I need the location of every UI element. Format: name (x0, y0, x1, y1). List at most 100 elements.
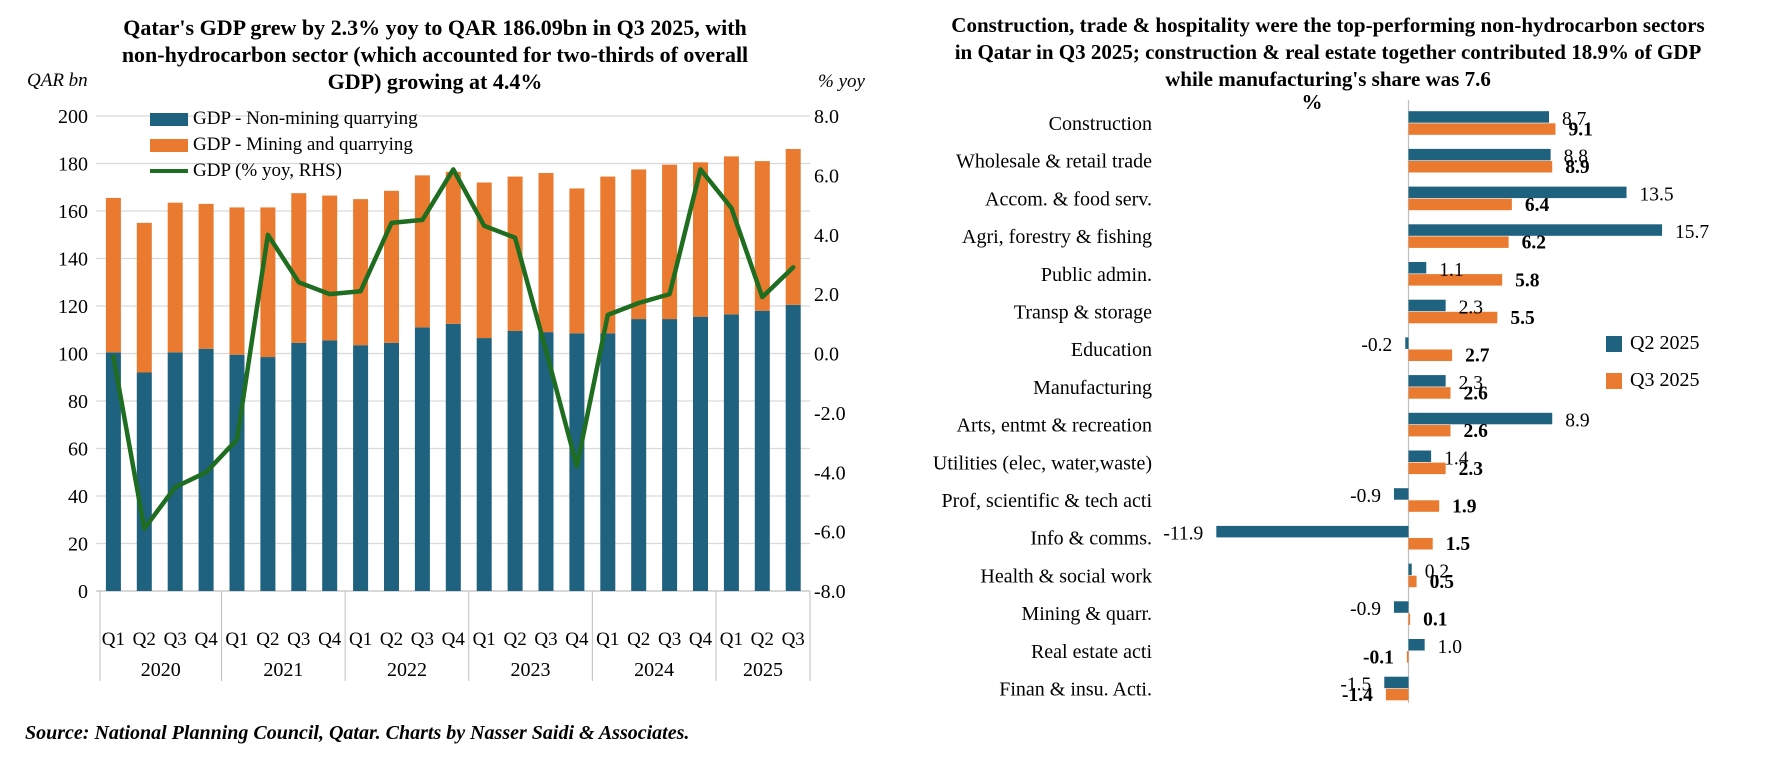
left-axis-tick-labels: 0 20 40 60 80 100 120 140 160 180 200 (58, 106, 88, 603)
bar-non-mining (693, 316, 708, 591)
right-axis-tick: 2.0 (814, 284, 839, 306)
bar-mining (785, 149, 801, 305)
bar-mining (167, 202, 183, 353)
stacked-bars (105, 149, 801, 591)
quarter-label: Q1 (473, 629, 496, 650)
quarter-label: Q3 (658, 629, 681, 650)
data-label-q3-2025: -0.1 (1363, 647, 1394, 668)
data-label-q2-2025: -0.9 (1350, 599, 1381, 620)
quarter-label: Q2 (751, 629, 774, 650)
bar-q3-2025 (1406, 651, 1409, 663)
bar-mining (723, 156, 739, 315)
bar-mining (291, 193, 307, 343)
legend-label: GDP - Non-mining quarrying (193, 108, 418, 129)
bar-non-mining (353, 345, 369, 591)
quarter-label: Q3 (411, 629, 434, 650)
percent-axis-title: % (1301, 90, 1323, 114)
right-axis-tick: 8.0 (814, 106, 839, 128)
data-label-q2-2025: 15.7 (1675, 222, 1709, 243)
bar-q3-2025 (1408, 387, 1451, 399)
left-axis-tick: 160 (58, 201, 88, 223)
data-label-q3-2025: 9.1 (1568, 120, 1592, 141)
bar-q3-2025 (1408, 236, 1509, 248)
left-axis-tick: 20 (68, 534, 88, 556)
left-chart-title: Qatar's GDP grew by 2.3% yoy to QAR 186.… (80, 14, 790, 95)
data-label-q2-2025: -0.2 (1361, 335, 1392, 356)
bar-non-mining (662, 319, 678, 591)
category-label: Public admin. (1041, 264, 1152, 286)
year-label: 2020 (141, 659, 181, 681)
quarter-label: Q2 (503, 629, 526, 650)
bar-q2-2025 (1393, 601, 1409, 613)
category-label: Real estate acti (1031, 641, 1152, 663)
data-label-q2-2025: 1.1 (1439, 260, 1463, 281)
yoy-line-series (111, 167, 796, 531)
right-axis-title: % yoy (818, 71, 865, 92)
bar-non-mining (260, 357, 276, 591)
quarter-label: Q3 (782, 629, 805, 650)
bar-q2-2025 (1408, 375, 1446, 387)
legend-label: GDP - Mining and quarrying (193, 134, 413, 155)
data-label-q3-2025: 1.9 (1452, 497, 1477, 518)
quarter-label: Q1 (720, 629, 743, 650)
left-axis-tick: 180 (58, 154, 88, 176)
right-axis-tick: 6.0 (814, 165, 839, 187)
bar-q3-2025 (1408, 575, 1417, 588)
left-chart-title-line: non-hydrocarbon sector (which accounted … (121, 42, 749, 67)
left-axis-tick: 40 (68, 486, 88, 508)
bar-q2-2025 (1405, 337, 1409, 349)
right-axis-tick: -8.0 (814, 581, 846, 603)
bar-non-mining (538, 332, 554, 591)
yoy-line-swatch (150, 169, 188, 173)
quarter-label: Q3 (287, 629, 310, 650)
legend-item-yoy-line: GDP (% yoy, RHS) (150, 160, 418, 181)
data-label-q2-2025: -11.9 (1163, 524, 1203, 545)
quarter-label: Q2 (380, 629, 403, 650)
quarter-label: Q1 (225, 629, 248, 650)
bar-q3-2025 (1408, 274, 1503, 286)
bar-q2-2025 (1384, 676, 1409, 689)
sector-rows: Construction 8.79.1 Wholesale & retail tra… (933, 109, 1710, 706)
bar-non-mining (136, 372, 152, 591)
data-label-q3-2025: 5.5 (1510, 308, 1535, 329)
category-label: Wholesale & retail trade (956, 151, 1152, 173)
data-label-q3-2025: 5.8 (1515, 270, 1540, 291)
right-axis-tick-labels: 8.0 6.0 4.0 2.0 0.0 -2.0 -4.0 -6.0 -8.0 (814, 106, 846, 603)
bar-q3-2025 (1408, 198, 1512, 211)
quarter-label: Q1 (349, 629, 372, 650)
data-label-q3-2025: 2.3 (1459, 459, 1484, 480)
data-label-q2-2025: -0.9 (1350, 486, 1381, 507)
category-label: Construction (1049, 113, 1152, 135)
right-axis-tick: -4.0 (814, 462, 846, 484)
q2-2025-swatch (1606, 335, 1622, 352)
bar-non-mining (723, 314, 739, 591)
bar-q3-2025 (1408, 123, 1556, 135)
bar-non-mining (476, 338, 492, 591)
right-chart-title-line: in Qatar in Q3 2025; construction & real… (954, 40, 1702, 64)
bar-mining (476, 182, 492, 339)
bar-q3-2025 (1385, 688, 1409, 701)
year-label: 2021 (263, 659, 303, 681)
right-axis-tick: 0.0 (814, 344, 839, 366)
quarter-label: Q2 (627, 629, 650, 650)
category-label: Education (1071, 339, 1152, 361)
right-axis-tick: -2.0 (814, 403, 846, 425)
bar-q3-2025 (1408, 311, 1498, 324)
data-label-q3-2025: 2.6 (1463, 383, 1488, 404)
left-axis-tick: 0 (78, 581, 88, 603)
bar-q2-2025 (1408, 412, 1553, 425)
data-label-q2-2025: 0.2 (1425, 561, 1449, 582)
bar-non-mining (105, 352, 121, 591)
data-label-q3-2025: 1.5 (1446, 534, 1471, 555)
bar-mining (538, 173, 554, 333)
right-chart-title-line: while manufacturing's share was 7.6 (1165, 67, 1491, 91)
bar-mining (507, 176, 523, 331)
data-label-q2-2025: 1.4 (1444, 448, 1469, 469)
bar-non-mining (291, 342, 307, 591)
bar-non-mining (167, 352, 183, 591)
data-label-q2-2025: 2.3 (1459, 298, 1483, 319)
category-label: Health & social work (980, 565, 1152, 587)
bar-q2-2025 (1408, 563, 1412, 576)
category-label: Transp & storage (1014, 302, 1152, 324)
